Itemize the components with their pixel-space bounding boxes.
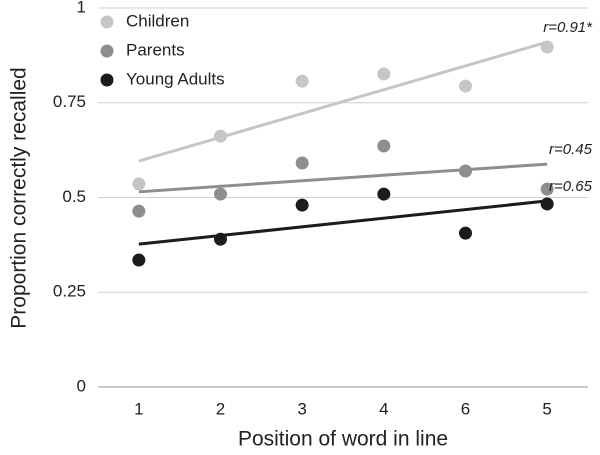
legend-marker — [100, 73, 114, 87]
y-tick-label: 0.25 — [53, 282, 86, 301]
trend-line — [138, 162, 548, 194]
point — [540, 182, 554, 196]
x-axis-label: Position of word in line — [238, 428, 448, 451]
annotation: r=0.45 — [549, 141, 593, 158]
x-tick-label: 6 — [461, 399, 470, 418]
point — [295, 198, 309, 212]
point — [459, 79, 472, 93]
point — [214, 232, 227, 246]
point — [295, 156, 309, 170]
point — [377, 187, 391, 201]
trend-line — [138, 40, 548, 163]
legend-label: Young Adults — [126, 69, 225, 88]
point — [540, 197, 554, 211]
point — [295, 74, 309, 88]
x-tick-label: 4 — [379, 399, 388, 418]
legend-marker — [100, 44, 114, 58]
trend-line — [138, 199, 548, 246]
y-tick-label: 1 — [77, 0, 86, 16]
y-tick-label: 0.5 — [62, 187, 86, 206]
annotation: r=0.65 — [549, 178, 593, 195]
point — [377, 67, 391, 81]
y-axis-label: Proportion correctly recalled — [8, 67, 31, 328]
x-tick-label: 2 — [216, 399, 225, 418]
x-tick-label: 3 — [297, 399, 306, 418]
x-tick-label: 5 — [542, 399, 551, 418]
point — [540, 40, 554, 54]
point — [214, 187, 227, 201]
point — [132, 204, 146, 218]
legend-label: Children — [126, 11, 189, 30]
point — [459, 164, 472, 178]
y-tick-label: 0 — [77, 376, 86, 395]
point — [132, 253, 146, 267]
point — [214, 129, 227, 143]
point — [377, 139, 391, 153]
x-tick-label: 1 — [134, 399, 143, 418]
legend-label: Parents — [126, 40, 185, 59]
y-tick-label: 0.75 — [53, 92, 86, 111]
annotation: r=0.91* — [543, 19, 593, 36]
point — [459, 226, 472, 240]
point — [132, 177, 146, 191]
legend-marker — [100, 15, 114, 29]
